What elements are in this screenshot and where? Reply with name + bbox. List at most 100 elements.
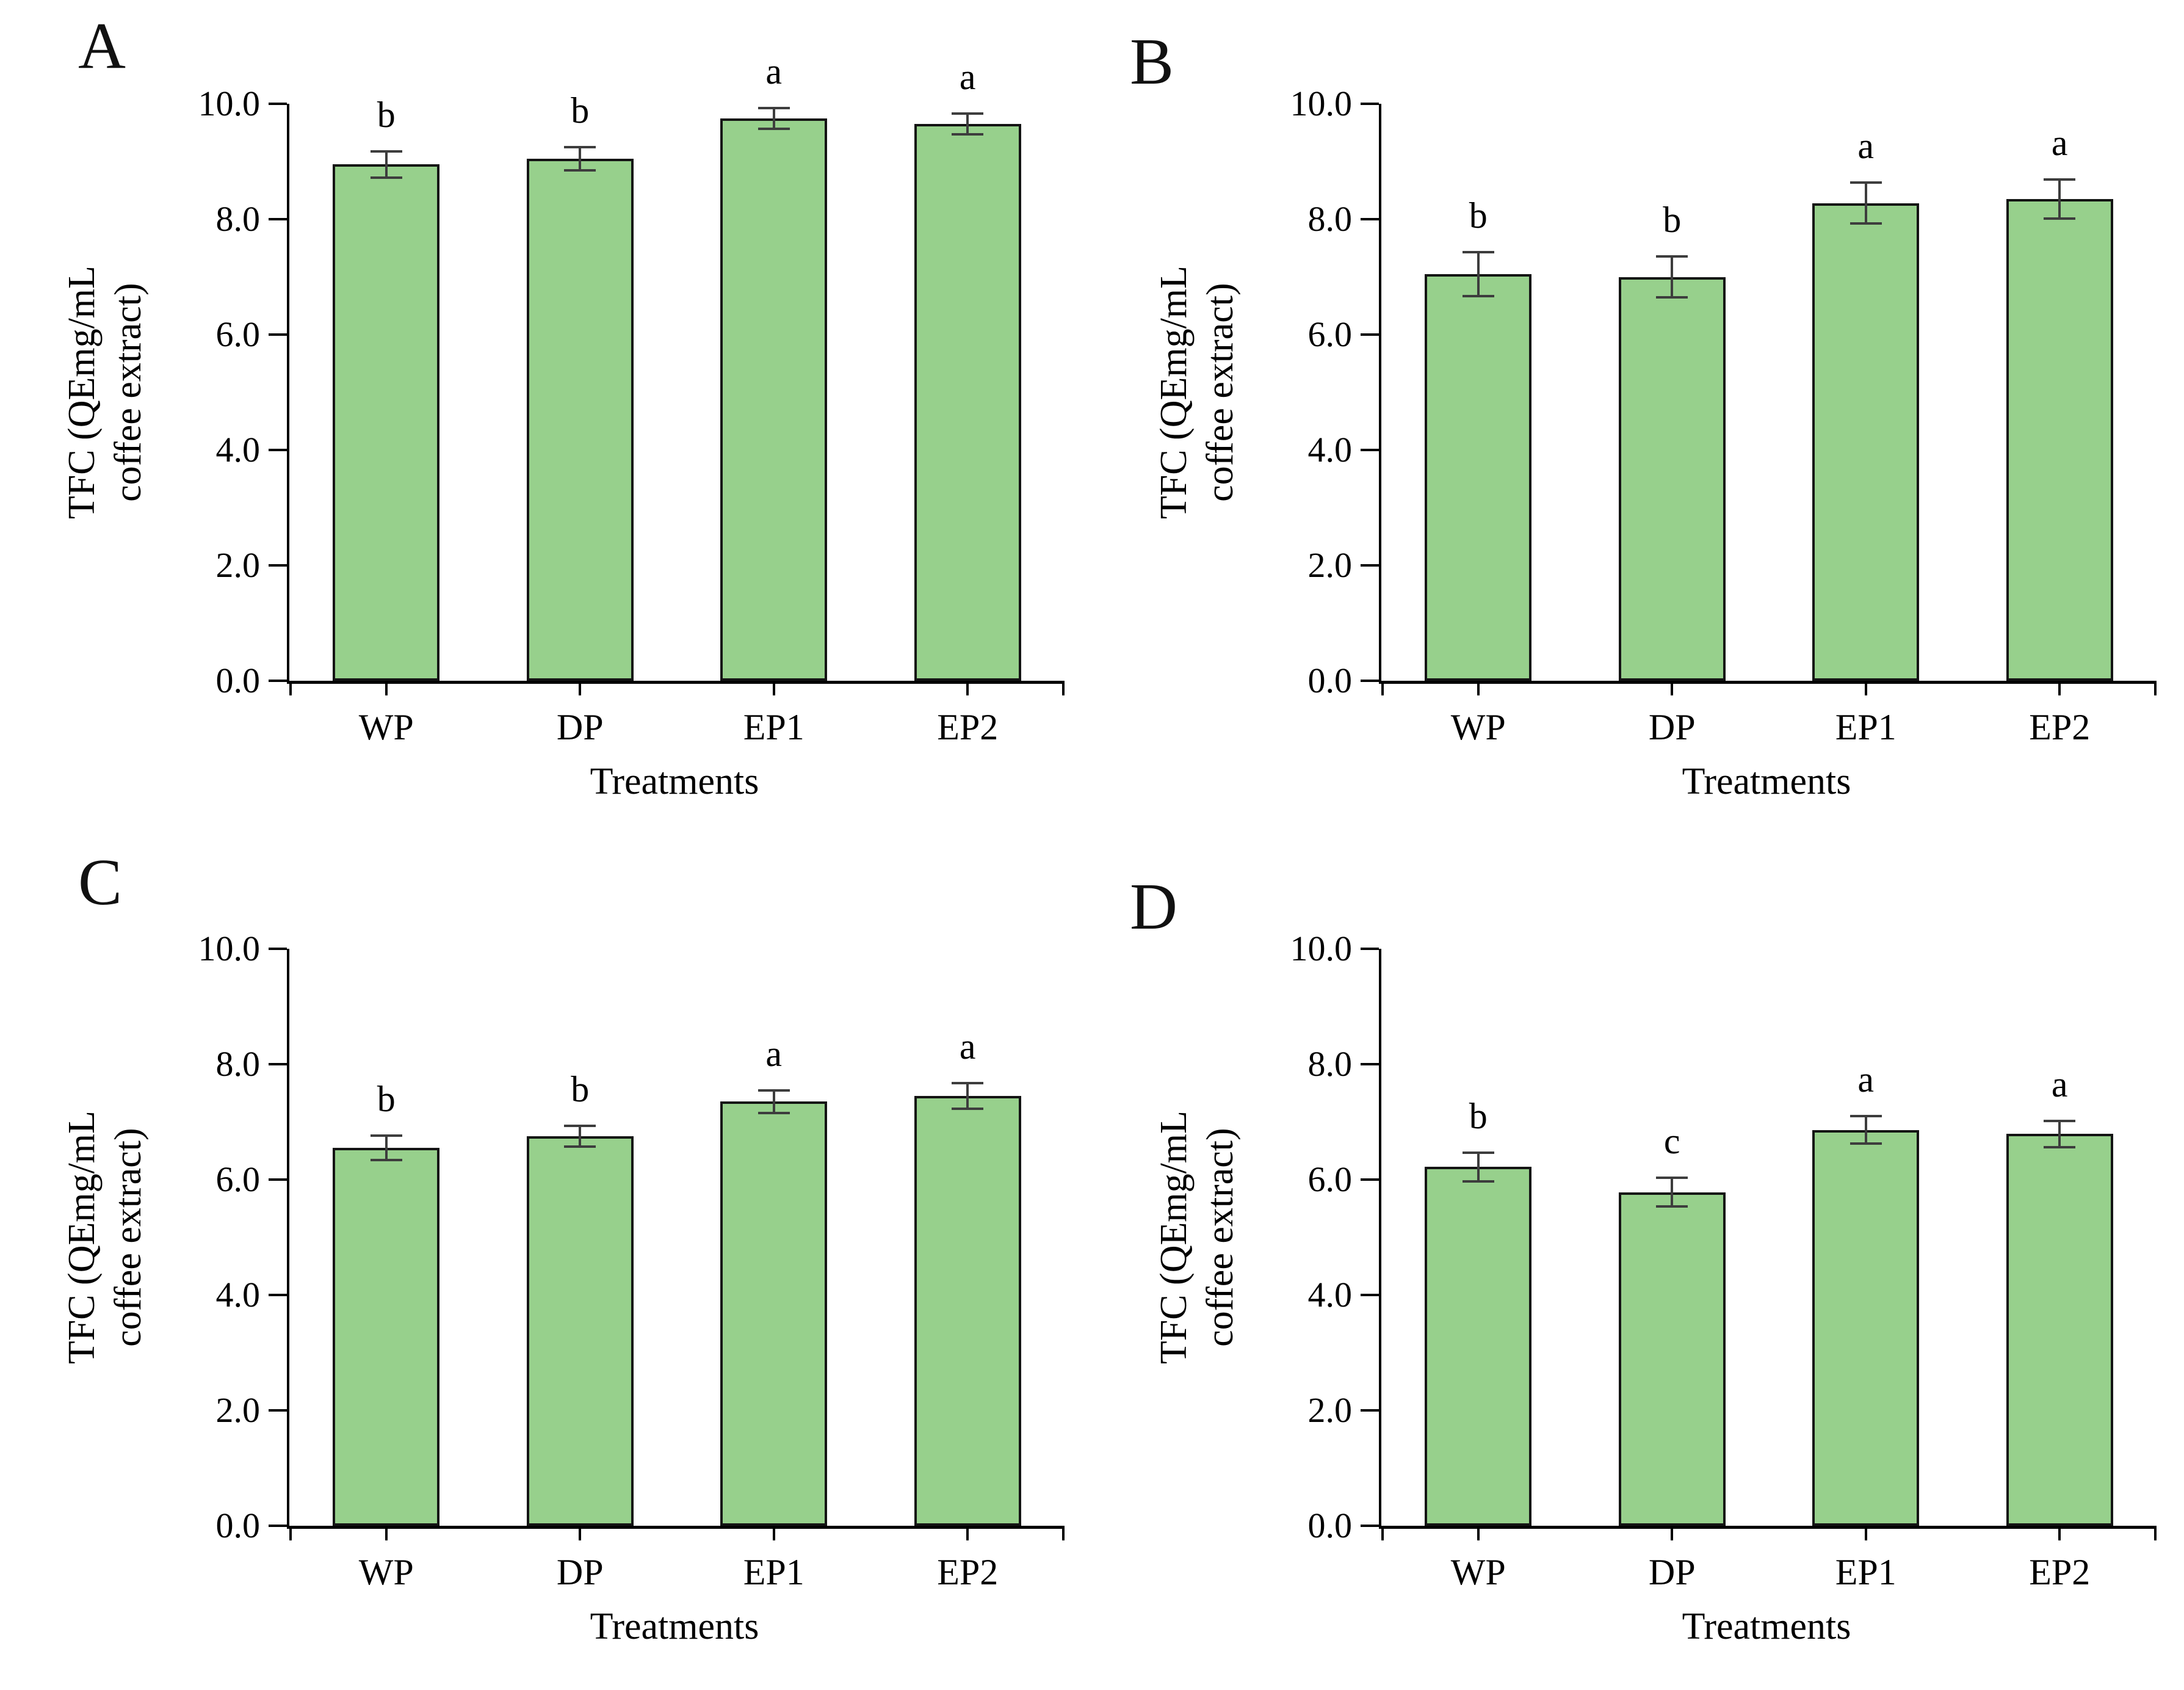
error-bar-cap <box>1656 1205 1688 1208</box>
significance-letter: b <box>571 1069 590 1110</box>
significance-letter: b <box>1663 199 1682 240</box>
y-tick-label: 10.0 <box>198 84 261 123</box>
error-bar-cap <box>1462 1180 1494 1183</box>
error-bar-cap <box>2044 1145 2076 1148</box>
error-bar-cap <box>1656 1177 1688 1180</box>
error-bar <box>2058 1119 2061 1148</box>
y-tick <box>1361 1178 1379 1181</box>
y-tick-label: 6.0 <box>215 1159 261 1199</box>
x-tick <box>385 1526 388 1540</box>
bar-slot: b <box>483 949 678 1526</box>
y-axis-label-line2: coffee extract) <box>107 1128 149 1347</box>
error-bar-cap <box>370 176 402 179</box>
error-bar-cap <box>564 1145 596 1148</box>
error-bar-cap <box>1656 296 1688 299</box>
x-category-label: EP1 <box>1835 1552 1897 1592</box>
error-bar <box>772 106 775 130</box>
bar <box>1812 1130 1920 1526</box>
significance-letter: b <box>1469 195 1488 236</box>
x-tick <box>289 681 292 695</box>
error-bar <box>1671 255 1674 299</box>
x-axis-title: Treatments <box>590 761 759 802</box>
y-axis-label-line1: TFC (QEmg/mL <box>1153 1110 1195 1365</box>
y-tick <box>1361 333 1379 336</box>
x-tick <box>772 1526 775 1540</box>
error-bar-cap <box>758 127 790 130</box>
x-category-label: DP <box>1648 707 1696 747</box>
error-bar-cap <box>370 1158 402 1161</box>
bar <box>1618 1192 1726 1526</box>
error-bar-cap <box>564 1125 596 1128</box>
error-bar-cap <box>1850 181 1882 184</box>
bar <box>1812 203 1920 681</box>
y-tick <box>1361 1525 1379 1527</box>
y-tick-label: 6.0 <box>1307 1159 1353 1199</box>
x-tick <box>1671 1526 1674 1540</box>
y-tick-label: 10.0 <box>198 929 261 968</box>
error-bar <box>579 145 582 172</box>
y-axis-label-line1: TFC (QEmg/mL <box>1153 265 1195 520</box>
bar-slot: a <box>677 949 871 1526</box>
error-bar-cap <box>2044 217 2076 220</box>
y-tick <box>1361 218 1379 220</box>
x-tick <box>966 681 969 695</box>
error-bar <box>579 1125 582 1148</box>
y-axis-label: TFC (QEmg/mL coffee extract) <box>1146 104 1249 681</box>
error-bar <box>385 150 388 179</box>
y-tick-label: 4.0 <box>1307 1275 1353 1315</box>
x-category-label: EP2 <box>2029 1552 2091 1592</box>
error-bar-cap <box>758 1089 790 1092</box>
x-tick <box>579 681 582 695</box>
x-tick <box>385 681 388 695</box>
error-bar-cap <box>2044 1119 2076 1122</box>
significance-letter: b <box>1469 1095 1488 1136</box>
y-axis-label: TFC (QEmg/mL coffee extract) <box>54 104 157 681</box>
panel-a: A TFC (QEmg/mL coffee extract) 0.0 2.0 4.0… <box>0 0 1092 845</box>
y-tick <box>269 1294 287 1296</box>
error-bar <box>2058 178 2061 220</box>
y-tick-label: 4.0 <box>215 1275 261 1315</box>
x-tick <box>1062 1526 1065 1540</box>
bar-slot: a <box>677 53 871 681</box>
x-axis-title: Treatments <box>1682 761 1851 802</box>
x-tick <box>1671 681 1674 695</box>
bar <box>2006 1134 2113 1526</box>
y-tick <box>269 1063 287 1065</box>
y-tick <box>269 1525 287 1527</box>
y-tick-label: 2.0 <box>1307 1390 1353 1430</box>
y-tick <box>1361 1409 1379 1412</box>
x-tick <box>1477 1526 1480 1540</box>
error-bar-cap <box>564 145 596 148</box>
x-axis-title: Treatments <box>590 1606 759 1647</box>
bar <box>333 1148 440 1526</box>
y-tick-label: 4.0 <box>1307 430 1353 470</box>
significance-letter: a <box>959 57 976 98</box>
y-tick-label: 6.0 <box>1307 314 1353 354</box>
y-tick <box>1361 564 1379 567</box>
y-tick <box>1361 103 1379 105</box>
x-category-label: EP1 <box>743 707 805 747</box>
error-bar-cap <box>1462 294 1494 297</box>
y-tick-label: 2.0 <box>215 1390 261 1430</box>
y-axis-label-line2: coffee extract) <box>1199 283 1241 502</box>
x-category-label: EP2 <box>2029 707 2091 747</box>
bar <box>2006 198 2113 681</box>
y-tick-label: 4.0 <box>215 430 261 470</box>
error-bar-cap <box>1656 255 1688 258</box>
y-tick <box>269 948 287 950</box>
y-tick-label: 10.0 <box>1290 929 1353 968</box>
x-tick <box>1864 1526 1867 1540</box>
y-axis-label-line2: coffee extract) <box>107 283 149 502</box>
panel-d: D TFC (QEmg/mL coffee extract) 0.0 2.0 4.0… <box>1092 845 2184 1690</box>
panel-letter-d: D <box>1130 871 1177 943</box>
error-bar-cap <box>952 112 984 115</box>
error-bar-cap <box>370 150 402 153</box>
plot-area: 0.0 2.0 4.0 6.0 8.0 10.0 b WP c DP a EP1 a EP2 <box>1290 931 2157 1592</box>
bar <box>914 124 1021 681</box>
significance-letter: a <box>2051 122 2068 163</box>
bar-slot: a <box>1963 104 2157 681</box>
error-bar <box>1671 1177 1674 1208</box>
y-tick-label: 8.0 <box>215 1044 261 1084</box>
y-axis-label-line2: coffee extract) <box>1199 1128 1241 1347</box>
x-tick <box>1381 681 1384 695</box>
